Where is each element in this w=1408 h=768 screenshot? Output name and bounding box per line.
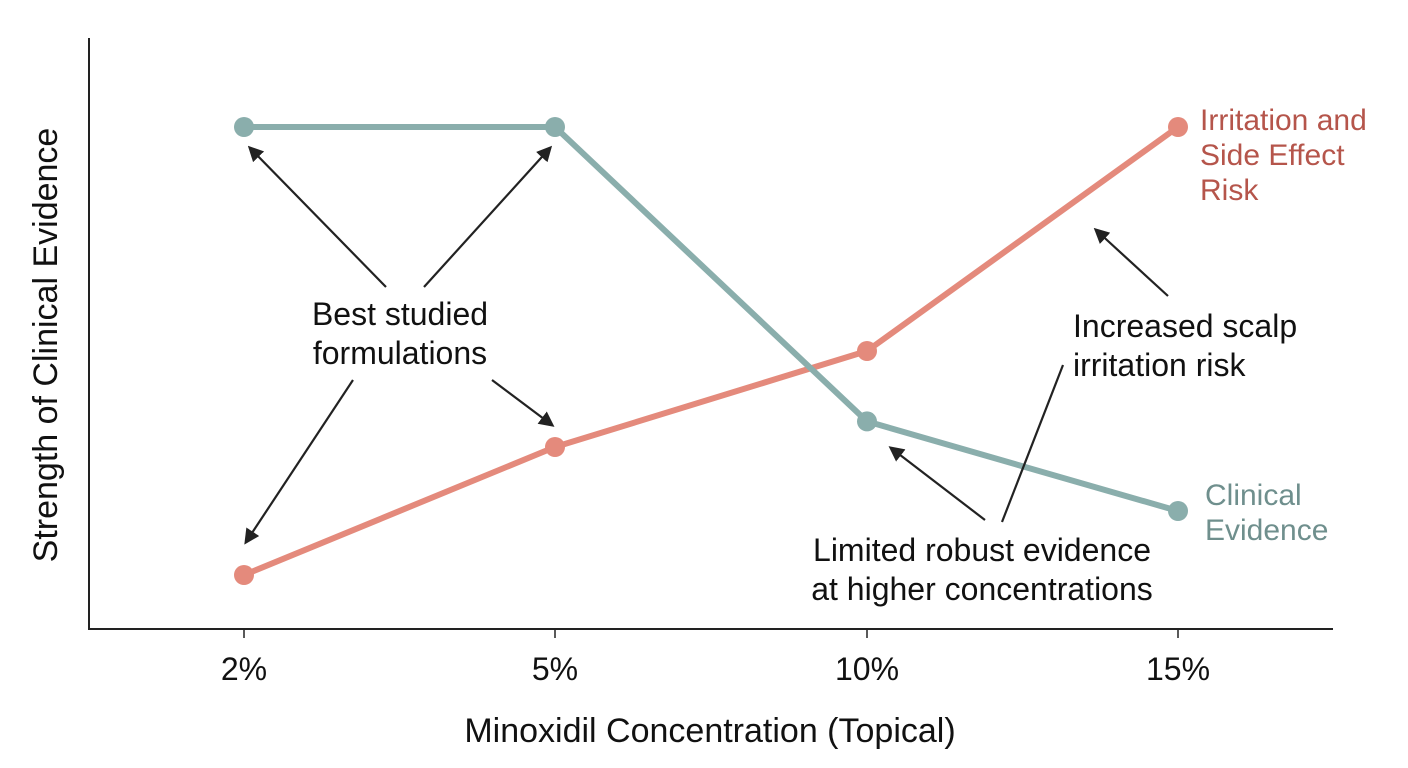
data-point (1168, 501, 1188, 521)
series-layer (234, 117, 1188, 585)
data-point (545, 437, 565, 457)
y-axis-title: Strength of Clinical Evidence (27, 128, 65, 563)
annotation-arrow (491, 379, 555, 427)
data-point (1168, 117, 1188, 137)
data-point (234, 565, 254, 585)
x-tick-label: 5% (532, 651, 578, 687)
annotation-text: Best studied formulations (312, 296, 488, 371)
annotation-arrow (244, 379, 354, 545)
data-point (857, 341, 877, 361)
annotation-arrow (423, 145, 553, 288)
annotation-text: Increased scalp irritation risk (1073, 308, 1297, 383)
annotation-arrow (1000, 364, 1065, 523)
series-group (234, 117, 1188, 585)
series-group (234, 117, 1188, 521)
annotations: Best studied formulations Increased scalp i… (244, 145, 1297, 607)
series-labels: Clinical Evidence Irritation and Side Effec… (1200, 104, 1367, 547)
data-point (857, 411, 877, 432)
series-label: Clinical Evidence (1205, 479, 1328, 547)
x-tick-label: 15% (1146, 651, 1210, 687)
annotation-arrow (888, 446, 986, 521)
series-line (241, 124, 1181, 578)
axes (88, 38, 1333, 630)
x-tick-label: 10% (835, 651, 899, 687)
series-label: Irritation and Side Effect Risk (1200, 104, 1367, 207)
annotation-arrow (1093, 227, 1169, 297)
series-line (241, 124, 1181, 514)
data-point (545, 117, 565, 137)
data-point (234, 117, 254, 137)
x-axis-title: Minoxidil Concentration (Topical) (464, 712, 955, 750)
annotation-text: Limited robust evidence at higher concent… (811, 532, 1153, 607)
annotation-arrow (247, 145, 387, 288)
x-ticks: 2% 5% 10% 15% (221, 629, 1210, 687)
x-tick-label: 2% (221, 651, 267, 687)
